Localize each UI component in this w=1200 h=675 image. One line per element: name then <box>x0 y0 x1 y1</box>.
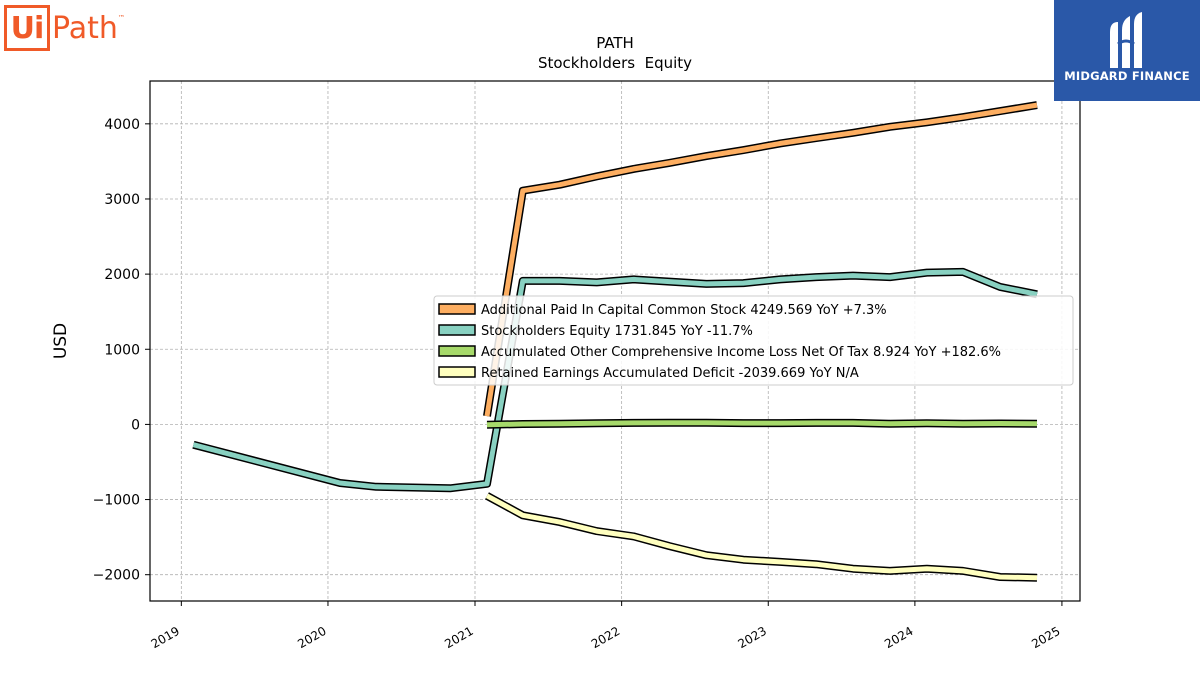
uipath-logo: Ui Path ™ <box>4 4 125 52</box>
y-tick-label: −2000 <box>93 568 140 584</box>
legend-label-3: Retained Earnings Accumulated Deficit -2… <box>481 366 859 381</box>
series-outline-3 <box>485 492 1038 582</box>
x-tick-label: 2020 <box>295 624 328 651</box>
midgard-mark-icon <box>1110 12 1142 68</box>
uipath-logo-path-text: Path <box>52 10 118 46</box>
chart-subtitle: Stockholders Equity <box>538 54 692 72</box>
legend-swatch-0 <box>438 303 476 315</box>
legend-label-1: Stockholders Equity 1731.845 YoY -11.7% <box>481 324 753 339</box>
legend: Additional Paid In Capital Common Stock … <box>433 295 1074 386</box>
legend-swatch-3 <box>438 366 476 378</box>
legend-label-2: Accumulated Other Comprehensive Income L… <box>481 345 1001 360</box>
legend-box <box>433 295 1074 386</box>
x-tick-label: 2025 <box>1029 624 1062 651</box>
series-line-1 <box>192 269 1038 491</box>
chart-title: PATH <box>596 34 634 52</box>
x-axis-ticks: 2019 2020 2021 2022 2023 2024 2025 <box>149 601 1063 651</box>
y-tick-label: 2000 <box>104 267 140 283</box>
y-tick-label: 4000 <box>104 117 140 133</box>
series-line-0 <box>484 102 1038 417</box>
y-tick-label: 0 <box>131 417 140 433</box>
y-tick-label: −1000 <box>93 493 140 509</box>
legend-swatch-2 <box>438 345 476 357</box>
midgard-finance-logo: MIDGARD FINANCE <box>1054 0 1200 101</box>
midgard-finance-name: MIDGARD FINANCE <box>1064 69 1190 83</box>
uipath-logo-tm: ™ <box>117 14 125 22</box>
legend-swatch-1 <box>438 324 476 336</box>
y-axis-ticks: −2000 −1000 0 1000 2000 3000 4000 <box>93 117 150 584</box>
x-tick-label: 2024 <box>882 624 915 651</box>
uipath-logo-ui-box: Ui <box>4 5 50 51</box>
x-tick-label: 2022 <box>589 624 622 651</box>
series-line-3 <box>485 493 1038 581</box>
y-axis-label: USD <box>51 323 71 359</box>
x-tick-label: 2019 <box>149 624 182 651</box>
y-tick-label: 1000 <box>104 342 140 358</box>
x-tick-label: 2021 <box>442 624 475 651</box>
series-lines <box>192 101 1038 582</box>
plot-frame <box>149 80 1081 602</box>
series-line-2 <box>486 420 1038 428</box>
legend-label-0: Additional Paid In Capital Common Stock … <box>481 303 887 318</box>
y-tick-label: 3000 <box>104 192 140 208</box>
x-tick-label: 2023 <box>736 624 769 651</box>
